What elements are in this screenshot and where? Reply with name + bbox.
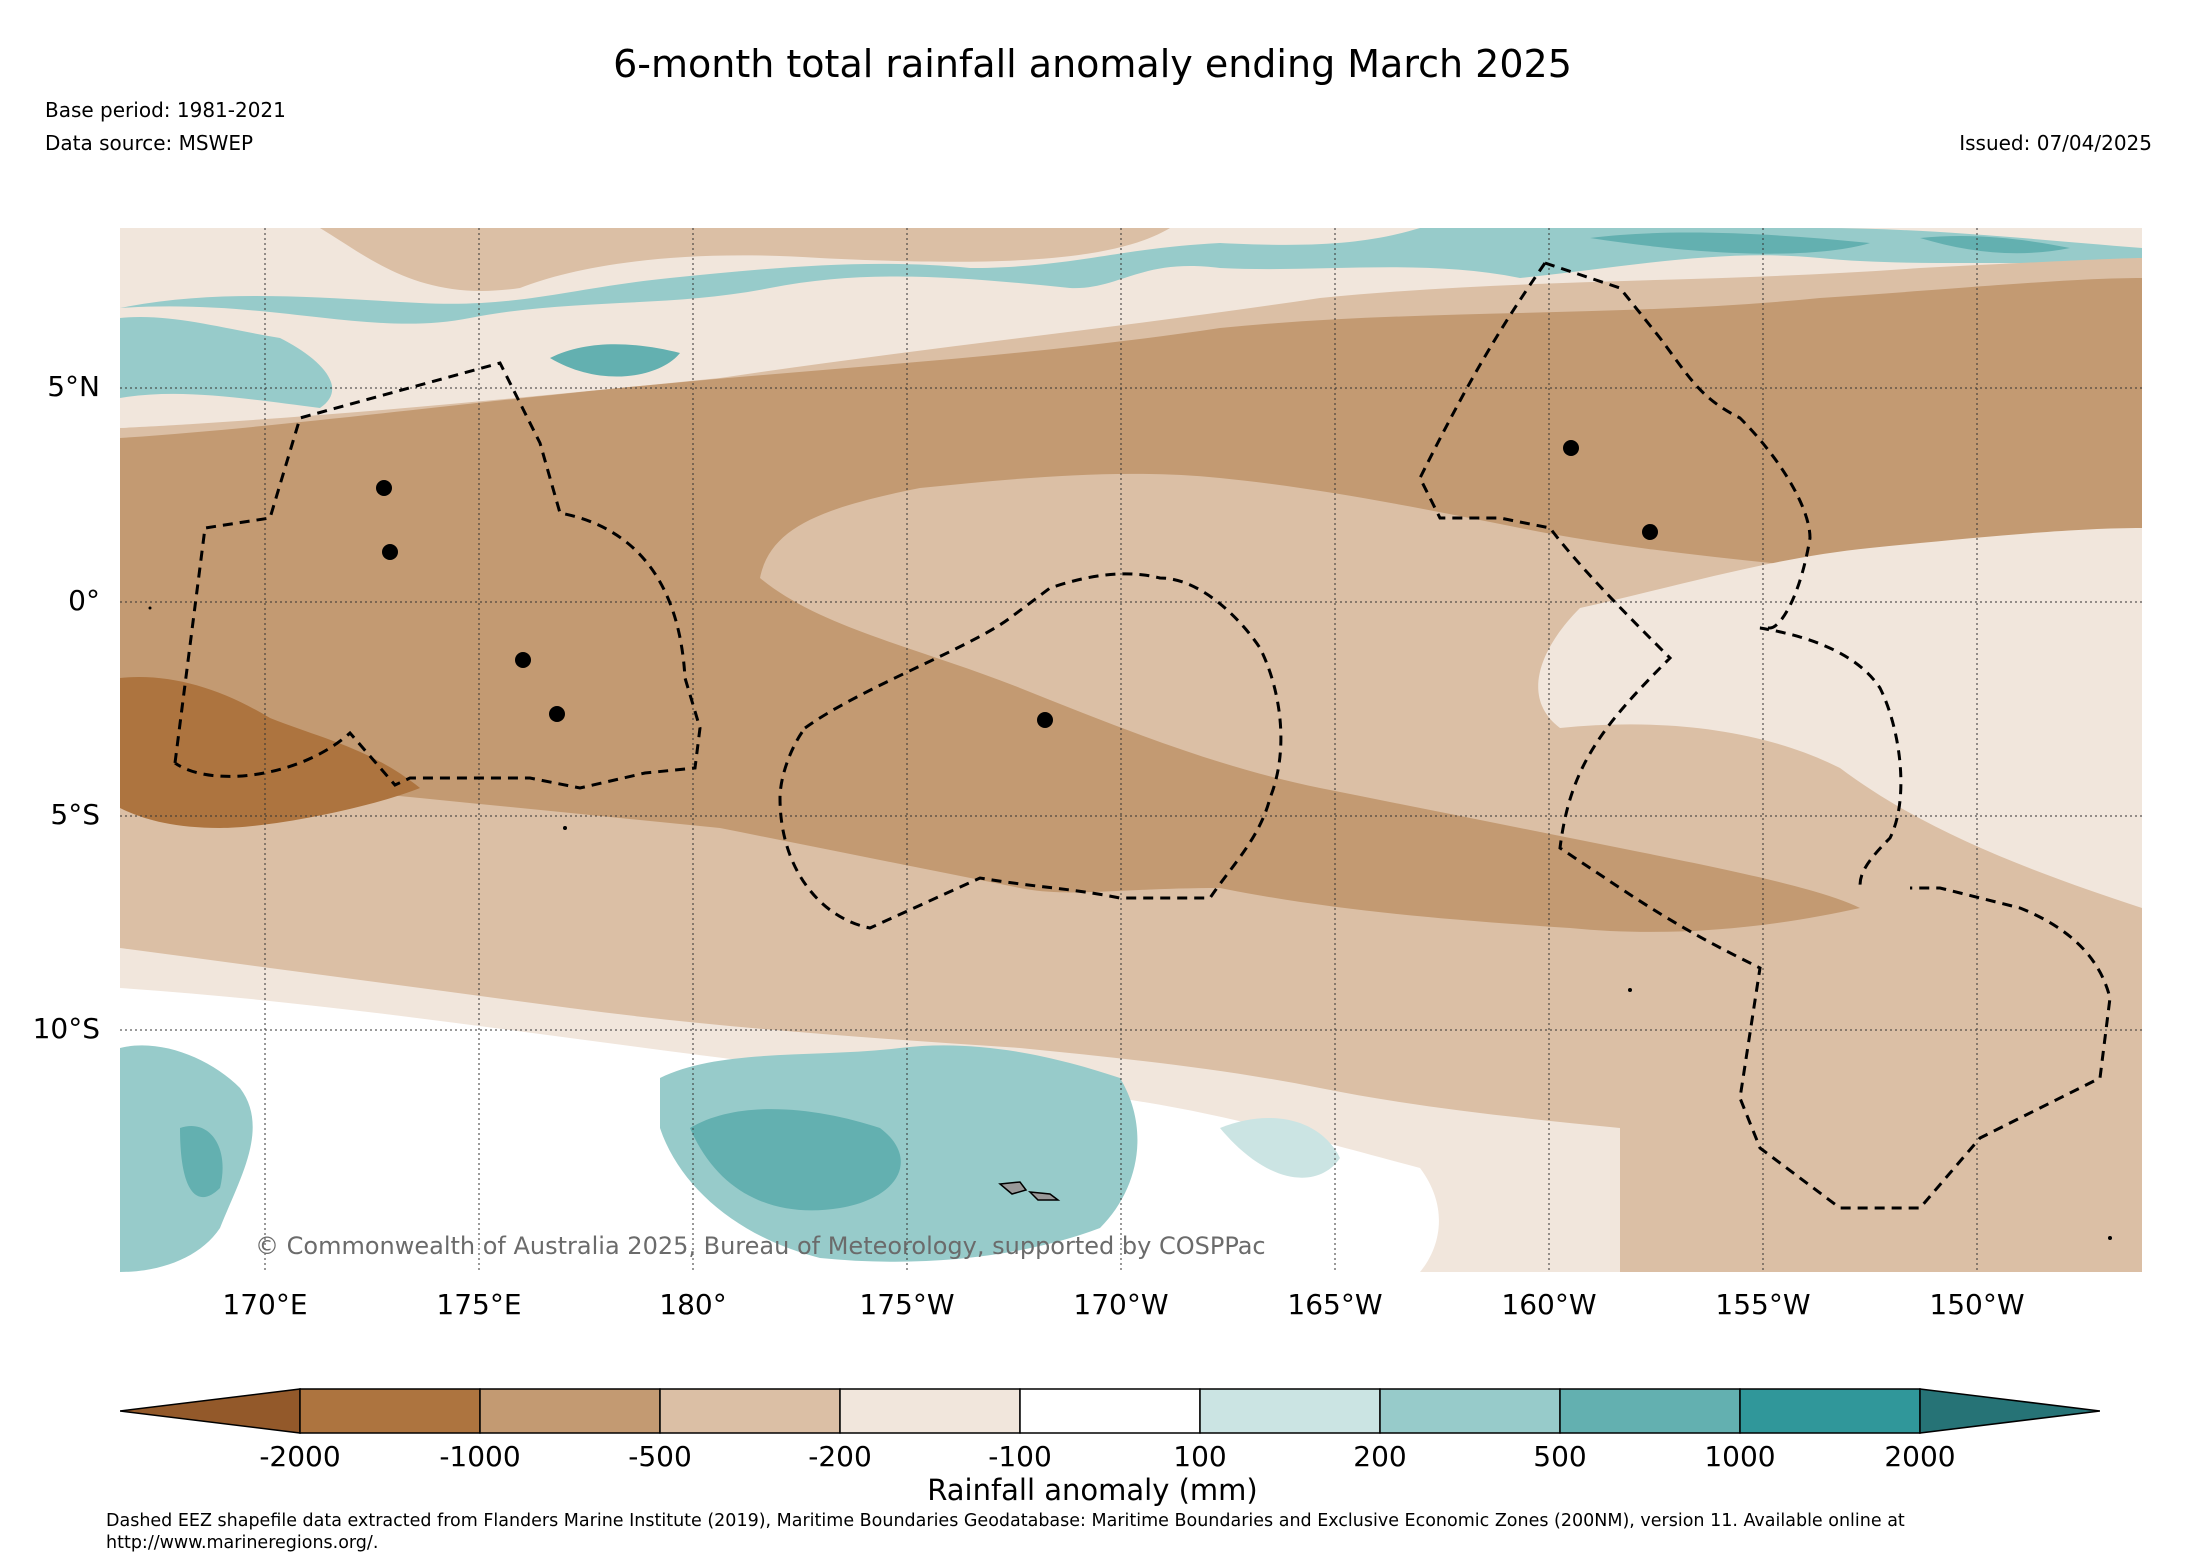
lon-label-165w: 165°W bbox=[1287, 1288, 1383, 1321]
colorbar-tick-label: 200 bbox=[1353, 1440, 1407, 1473]
issued-date: Issued: 07/04/2025 bbox=[1959, 131, 2152, 155]
lat-label-0: 0° bbox=[68, 584, 100, 617]
eez-boundary-kiribati-gilbert bbox=[173, 361, 702, 790]
colorbar-tick-label: -2000 bbox=[259, 1440, 341, 1473]
lon-label-160w: 160°W bbox=[1501, 1288, 1597, 1321]
lon-label-180: 180° bbox=[659, 1288, 727, 1321]
coast-speck bbox=[563, 826, 567, 830]
island-marker bbox=[1563, 440, 1579, 456]
island-outline bbox=[998, 1181, 1028, 1195]
lon-label-175e: 175°E bbox=[436, 1288, 522, 1321]
colorbar bbox=[120, 1388, 2100, 1434]
anomaly-band-south-teal-dark bbox=[180, 1109, 901, 1211]
anomaly-band-north-teal bbox=[120, 228, 2142, 324]
island-marker bbox=[515, 652, 531, 668]
anomaly-band-north-tan bbox=[320, 228, 1170, 291]
island-marker bbox=[549, 706, 565, 722]
colorbar-segment bbox=[479, 1388, 661, 1434]
colorbar-segment bbox=[1019, 1388, 1201, 1434]
data-source-note: Data source: MSWEP bbox=[45, 131, 254, 155]
colorbar-tick-label: 500 bbox=[1533, 1440, 1587, 1473]
lon-label-155w: 155°W bbox=[1715, 1288, 1811, 1321]
island-marker bbox=[1642, 524, 1658, 540]
colorbar-segments bbox=[120, 1388, 2100, 1434]
graticule bbox=[120, 228, 2142, 1272]
anomaly-band-dry-core bbox=[120, 677, 420, 828]
map-credit: © Commonwealth of Australia 2025, Bureau… bbox=[255, 1232, 1266, 1260]
eez-boundary-line-islands-west bbox=[1418, 262, 2112, 1210]
base-period-note: Base period: 1981-2021 bbox=[45, 98, 286, 122]
lon-label-175w: 175°W bbox=[859, 1288, 955, 1321]
colorbar-segment bbox=[1199, 1388, 1381, 1434]
colorbar-segment bbox=[1379, 1388, 1561, 1434]
anomaly-band-south-teal-light bbox=[1220, 1118, 1340, 1178]
island-markers bbox=[376, 440, 1658, 728]
coast-speck bbox=[2108, 1236, 2112, 1240]
island-outline bbox=[1027, 1191, 1061, 1201]
colorbar-tick-label: 1000 bbox=[1704, 1440, 1776, 1473]
lon-label-170e: 170°E bbox=[222, 1288, 308, 1321]
colorbar-segment bbox=[299, 1388, 481, 1434]
colorbar-tick-label: -1000 bbox=[439, 1440, 521, 1473]
anomaly-band-equatorial-mid bbox=[120, 278, 2142, 932]
colorbar-segment bbox=[659, 1388, 841, 1434]
lon-label-150w: 150°W bbox=[1929, 1288, 2025, 1321]
chart-title: 6-month total rainfall anomaly ending Ma… bbox=[613, 42, 1572, 86]
colorbar-arrow-low bbox=[120, 1388, 301, 1434]
lat-label-10s: 10°S bbox=[32, 1012, 100, 1045]
coast-specks bbox=[148, 606, 2112, 1240]
colorbar-tick-label: -100 bbox=[988, 1440, 1052, 1473]
anomaly-band-north-teal-2 bbox=[120, 317, 333, 408]
lon-label-170w: 170°W bbox=[1073, 1288, 1169, 1321]
coast-speck bbox=[1628, 988, 1632, 992]
lat-label-5n: 5°N bbox=[47, 370, 100, 403]
colorbar-tick-label: -500 bbox=[628, 1440, 692, 1473]
eez-boundary-line-islands bbox=[1544, 261, 1903, 889]
rainfall-anomaly-map bbox=[120, 228, 2142, 1272]
island-marker bbox=[376, 480, 392, 496]
eez-boundaries bbox=[173, 261, 2112, 1210]
colorbar-arrow-high bbox=[1919, 1388, 2100, 1434]
colorbar-segment bbox=[839, 1388, 1021, 1434]
colorbar-tick-label: 2000 bbox=[1884, 1440, 1956, 1473]
island-marker bbox=[1037, 712, 1053, 728]
lat-label-5s: 5°S bbox=[50, 798, 100, 831]
coast-speck bbox=[148, 606, 152, 610]
colorbar-label: Rainfall anomaly (mm) bbox=[927, 1473, 1258, 1507]
colorbar-segment bbox=[1559, 1388, 1741, 1434]
colorbar-tick-label: -200 bbox=[808, 1440, 872, 1473]
samoa-outline bbox=[998, 1181, 1061, 1201]
island-marker bbox=[382, 544, 398, 560]
colorbar-tick-label: 100 bbox=[1173, 1440, 1227, 1473]
colorbar-segment bbox=[1739, 1388, 1921, 1434]
footnote: Dashed EEZ shapefile data extracted from… bbox=[106, 1511, 1905, 1553]
anomaly-band-south-teal bbox=[120, 1045, 1138, 1272]
anomaly-patch-east-light bbox=[1538, 528, 2142, 908]
